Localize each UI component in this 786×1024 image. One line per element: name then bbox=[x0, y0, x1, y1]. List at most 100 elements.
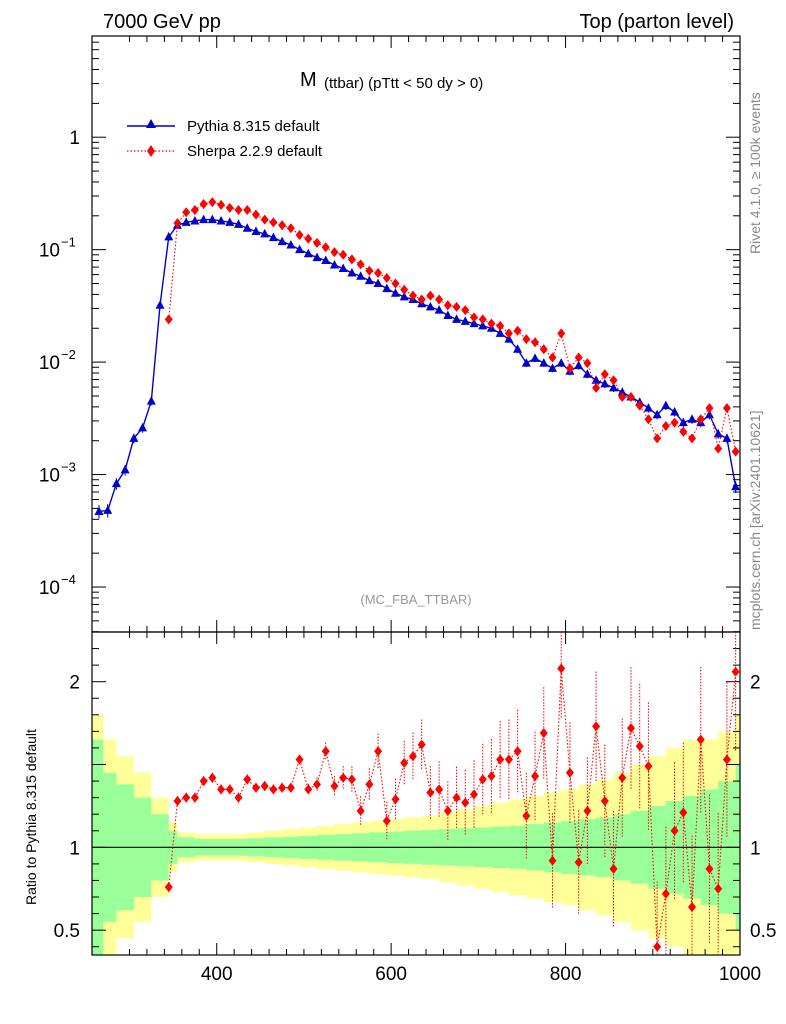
sherpa-point bbox=[583, 358, 592, 369]
ratio-point bbox=[304, 784, 313, 795]
ratio-series bbox=[164, 632, 740, 955]
ratio-point bbox=[722, 754, 731, 765]
ratio-point bbox=[313, 779, 322, 790]
sherpa-point bbox=[661, 421, 670, 432]
pythia-point bbox=[199, 214, 209, 224]
ratio-point bbox=[679, 807, 688, 818]
pythia-point bbox=[521, 358, 531, 367]
sherpa-point bbox=[304, 233, 313, 244]
ratio-point bbox=[574, 857, 583, 868]
ratio-point bbox=[609, 863, 618, 874]
plot-title-main: M bbox=[300, 69, 317, 91]
ratio-point bbox=[400, 757, 409, 768]
pythia-point bbox=[207, 214, 217, 224]
mcplots-label: mcplots.cern.ch [arXiv:2401.10621] bbox=[747, 411, 763, 630]
ratio-point bbox=[661, 888, 670, 899]
ratio-point bbox=[644, 761, 653, 772]
ratio-point bbox=[600, 795, 609, 806]
pythia-point bbox=[356, 271, 366, 280]
sherpa-point bbox=[539, 344, 548, 355]
sherpa-point bbox=[635, 400, 644, 411]
ratio-point bbox=[426, 787, 435, 798]
pythia-point bbox=[103, 505, 113, 514]
pythia-point bbox=[504, 334, 514, 343]
ratio-point bbox=[522, 810, 531, 821]
ratio-plot-frame bbox=[91, 631, 741, 956]
main-y-tick-label: 10 bbox=[39, 578, 60, 599]
sherpa-point bbox=[330, 247, 339, 258]
sherpa-point bbox=[382, 272, 391, 283]
ratio-point bbox=[330, 781, 339, 792]
sherpa-point bbox=[435, 294, 444, 305]
pythia-point bbox=[678, 417, 688, 427]
pythia-point bbox=[713, 428, 723, 438]
sherpa-point bbox=[426, 290, 435, 301]
ratio-point bbox=[531, 771, 540, 782]
sherpa-point bbox=[164, 314, 173, 325]
sherpa-line bbox=[168, 201, 737, 452]
pythia-point bbox=[399, 291, 409, 301]
sherpa-point bbox=[251, 209, 260, 220]
pythia-point bbox=[138, 422, 148, 432]
main-y-tick-label: 10 bbox=[39, 241, 60, 262]
ratio-point bbox=[443, 805, 452, 816]
ratio-point bbox=[199, 776, 208, 787]
main-y-tick-label: 10 bbox=[39, 353, 60, 374]
ratio-point bbox=[321, 746, 330, 757]
legend-sherpa-marker bbox=[147, 145, 155, 157]
pythia-point bbox=[268, 232, 278, 242]
sherpa-point bbox=[173, 218, 182, 229]
sherpa-point bbox=[609, 375, 618, 386]
sherpa-point bbox=[339, 249, 348, 260]
ratio-y-tick-label: 0.5 bbox=[54, 921, 80, 942]
ratio-point bbox=[461, 797, 470, 808]
ratio-point bbox=[182, 792, 191, 803]
pythia-point bbox=[120, 464, 130, 474]
sherpa-point bbox=[182, 207, 191, 218]
ratio-point bbox=[208, 772, 217, 783]
pythia-point bbox=[670, 407, 680, 416]
sherpa-point bbox=[731, 446, 740, 457]
sherpa-point bbox=[670, 417, 679, 428]
sherpa-point bbox=[574, 352, 583, 363]
sherpa-point bbox=[321, 242, 330, 253]
ratio-y-axis-label: Ratio to Pythia 8.315 default bbox=[23, 729, 39, 905]
pythia-point bbox=[94, 506, 104, 515]
main-y-tick-exponent: −1 bbox=[61, 235, 76, 250]
pythia-point bbox=[382, 283, 392, 293]
ratio-point bbox=[391, 794, 400, 805]
pythia-point bbox=[286, 240, 296, 249]
legend: Pythia 8.315 default Sherpa 2.2.9 defaul… bbox=[127, 118, 323, 160]
sherpa-point bbox=[626, 391, 635, 402]
pythia-point bbox=[591, 375, 601, 384]
sherpa-point bbox=[565, 363, 574, 374]
pythia-point bbox=[513, 344, 523, 353]
sherpa-series bbox=[164, 197, 740, 457]
main-y-tick-label: 1 bbox=[69, 128, 80, 149]
x-tick-label: 1000 bbox=[719, 964, 761, 985]
sherpa-point bbox=[217, 199, 226, 210]
ratio-point bbox=[190, 792, 199, 803]
pythia-point bbox=[225, 217, 235, 226]
pythia-point bbox=[478, 320, 488, 330]
pythia-point bbox=[303, 248, 313, 258]
ratio-point bbox=[217, 784, 226, 795]
ratio-point bbox=[356, 805, 365, 816]
sherpa-point bbox=[199, 198, 208, 209]
pythia-point bbox=[373, 278, 383, 288]
ratio-point bbox=[539, 728, 548, 739]
ratio-point bbox=[260, 781, 269, 792]
sherpa-point bbox=[722, 403, 731, 414]
pythia-point bbox=[556, 358, 566, 367]
sherpa-point bbox=[243, 205, 252, 216]
sherpa-point bbox=[347, 254, 356, 265]
legend-pythia-label: Pythia 8.315 default bbox=[187, 118, 320, 135]
pythia-point bbox=[338, 263, 348, 272]
pythia-point bbox=[661, 400, 671, 410]
sherpa-point bbox=[504, 328, 513, 339]
sherpa-point bbox=[469, 312, 478, 323]
pythia-point bbox=[242, 223, 252, 232]
ratio-point bbox=[618, 772, 627, 783]
sherpa-point bbox=[356, 259, 365, 270]
legend-sherpa-label: Sherpa 2.2.9 default bbox=[187, 143, 323, 160]
